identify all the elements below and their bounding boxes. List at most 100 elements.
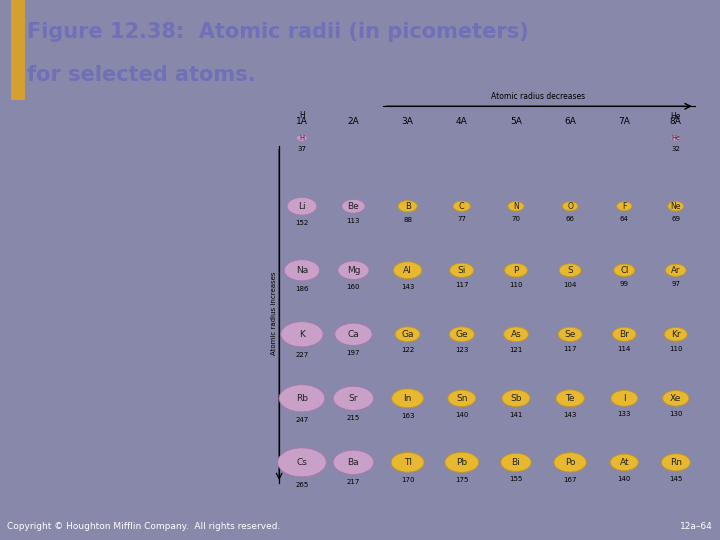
Ellipse shape xyxy=(614,264,635,276)
Text: 110: 110 xyxy=(509,282,523,288)
Text: Cl: Cl xyxy=(620,266,629,275)
Text: O: O xyxy=(567,202,573,211)
Ellipse shape xyxy=(562,201,578,211)
Text: Rn: Rn xyxy=(670,458,682,467)
Text: S: S xyxy=(567,266,573,275)
Ellipse shape xyxy=(278,448,326,477)
Text: Na: Na xyxy=(296,266,308,275)
Ellipse shape xyxy=(284,260,320,281)
Ellipse shape xyxy=(559,264,581,276)
Text: 3A: 3A xyxy=(402,117,413,126)
Text: 88: 88 xyxy=(403,217,412,223)
Text: 77: 77 xyxy=(457,217,467,222)
Text: 217: 217 xyxy=(347,480,360,485)
Text: Tl: Tl xyxy=(404,458,412,467)
Text: He: He xyxy=(671,135,680,141)
Ellipse shape xyxy=(398,200,417,212)
Text: 5A: 5A xyxy=(510,117,522,126)
Text: 110: 110 xyxy=(669,346,683,352)
Text: Mg: Mg xyxy=(347,266,360,275)
Text: 114: 114 xyxy=(618,346,631,352)
Text: Xe: Xe xyxy=(670,394,682,403)
Text: 69: 69 xyxy=(671,216,680,222)
Text: 7A: 7A xyxy=(618,117,630,126)
Text: F: F xyxy=(622,202,626,211)
Text: Ga: Ga xyxy=(401,330,414,339)
Ellipse shape xyxy=(665,264,686,276)
Ellipse shape xyxy=(613,327,636,341)
Text: 66: 66 xyxy=(566,216,575,222)
Ellipse shape xyxy=(279,384,325,412)
Text: 145: 145 xyxy=(669,476,683,482)
Text: 117: 117 xyxy=(455,282,469,288)
Ellipse shape xyxy=(668,201,684,211)
Ellipse shape xyxy=(338,261,369,280)
Ellipse shape xyxy=(287,197,317,215)
Ellipse shape xyxy=(391,453,424,472)
Ellipse shape xyxy=(392,389,423,408)
Text: H: H xyxy=(299,111,305,120)
Text: Bi: Bi xyxy=(512,458,521,467)
Text: 140: 140 xyxy=(618,476,631,482)
Ellipse shape xyxy=(662,390,689,406)
Text: Ca: Ca xyxy=(348,330,359,339)
Text: At: At xyxy=(619,458,629,467)
Text: Se: Se xyxy=(564,330,576,339)
Text: Copyright © Houghton Mifflin Company.  All rights reserved.: Copyright © Houghton Mifflin Company. Al… xyxy=(7,522,281,531)
Text: Ar: Ar xyxy=(671,266,680,275)
Text: As: As xyxy=(510,330,521,339)
Ellipse shape xyxy=(333,386,374,410)
Ellipse shape xyxy=(505,264,527,277)
Text: 117: 117 xyxy=(564,346,577,353)
Ellipse shape xyxy=(448,390,476,407)
Ellipse shape xyxy=(445,453,479,472)
Text: Ne: Ne xyxy=(670,202,681,211)
Text: 160: 160 xyxy=(347,285,360,291)
Ellipse shape xyxy=(450,263,474,278)
Ellipse shape xyxy=(556,390,585,407)
Text: I: I xyxy=(623,394,626,403)
Ellipse shape xyxy=(504,327,528,342)
Text: 32: 32 xyxy=(671,146,680,152)
Text: 143: 143 xyxy=(564,411,577,418)
Text: 167: 167 xyxy=(564,477,577,483)
Ellipse shape xyxy=(617,202,632,211)
Text: 104: 104 xyxy=(564,282,577,288)
Text: Si: Si xyxy=(458,266,466,275)
Text: 186: 186 xyxy=(295,286,309,292)
Text: 70: 70 xyxy=(511,216,521,222)
Text: H: H xyxy=(300,135,305,141)
Text: Atomic radius increases: Atomic radius increases xyxy=(271,272,277,355)
Text: 197: 197 xyxy=(347,350,360,356)
Text: Al: Al xyxy=(403,266,412,275)
Text: Sr: Sr xyxy=(348,394,358,403)
Text: 141: 141 xyxy=(509,411,523,417)
Text: 97: 97 xyxy=(671,281,680,287)
Text: He: He xyxy=(670,112,681,121)
Text: 130: 130 xyxy=(669,411,683,417)
Ellipse shape xyxy=(453,201,470,211)
Text: 143: 143 xyxy=(401,284,414,289)
Text: 113: 113 xyxy=(347,218,360,224)
Text: Cs: Cs xyxy=(297,458,307,467)
Text: Sb: Sb xyxy=(510,394,522,403)
Text: 121: 121 xyxy=(509,347,523,353)
Text: 6A: 6A xyxy=(564,117,576,126)
Text: 4A: 4A xyxy=(456,117,468,126)
Ellipse shape xyxy=(449,327,474,342)
Text: Ba: Ba xyxy=(348,458,359,467)
Text: 152: 152 xyxy=(295,220,309,226)
Ellipse shape xyxy=(611,454,638,471)
Text: 122: 122 xyxy=(401,347,414,353)
Ellipse shape xyxy=(335,323,372,346)
Ellipse shape xyxy=(297,135,307,141)
Text: Sn: Sn xyxy=(456,394,467,403)
Text: for selected atoms.: for selected atoms. xyxy=(27,65,256,85)
Text: 64: 64 xyxy=(620,215,629,221)
Text: Atomic radius decreases: Atomic radius decreases xyxy=(490,92,585,101)
Ellipse shape xyxy=(611,390,638,406)
Text: 140: 140 xyxy=(455,411,469,417)
Ellipse shape xyxy=(502,390,530,407)
Ellipse shape xyxy=(662,454,690,471)
Ellipse shape xyxy=(554,453,586,472)
